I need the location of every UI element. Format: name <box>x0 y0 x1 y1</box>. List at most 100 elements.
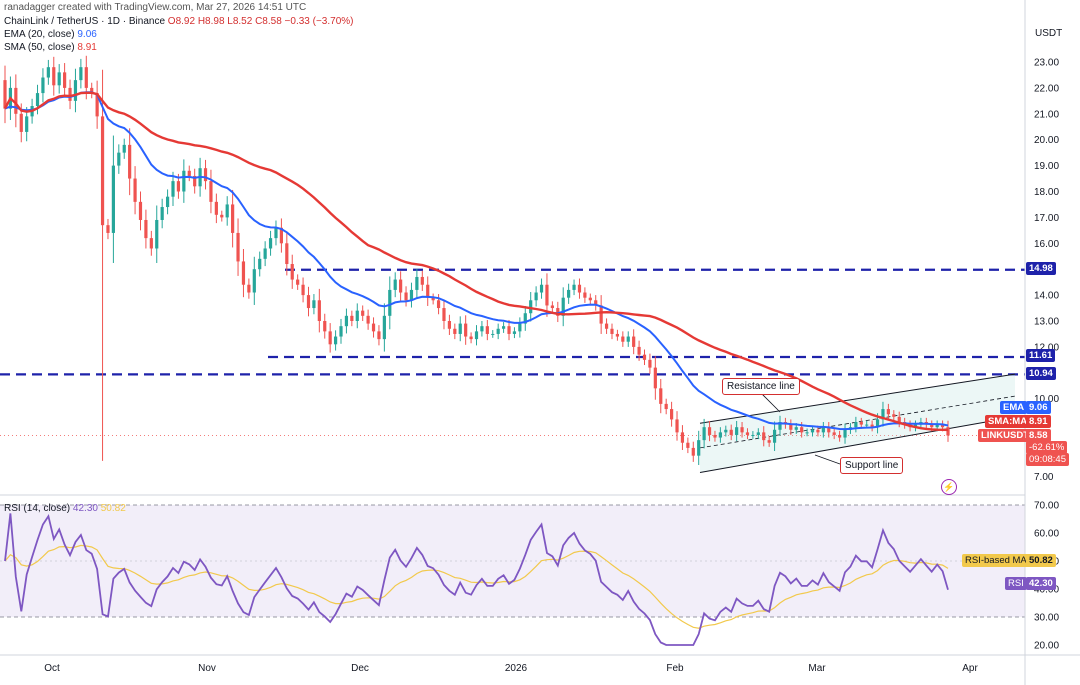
candle <box>751 434 755 436</box>
candle <box>95 93 99 117</box>
sma-value: 8.91 <box>77 42 97 53</box>
rsi-legend[interactable]: RSI (14, close) 42.30 50.82 <box>4 503 126 514</box>
candle <box>301 284 305 296</box>
rsi-tick-label: 30.00 <box>1034 613 1059 624</box>
candle <box>317 300 321 321</box>
ema-tag: EMA <box>1000 401 1028 414</box>
candle <box>827 427 831 433</box>
candle <box>133 178 137 202</box>
resistance-annotation: Resistance line <box>722 378 800 395</box>
candle <box>57 72 61 86</box>
candle <box>762 432 766 441</box>
candle <box>279 227 283 244</box>
rsi-tick-label: 60.00 <box>1034 529 1059 540</box>
ema-legend[interactable]: EMA (20, close) 9.06 <box>4 29 97 40</box>
candle <box>474 331 479 340</box>
candle <box>626 336 630 342</box>
candle <box>19 113 23 132</box>
candle <box>935 424 939 428</box>
candle <box>3 80 7 109</box>
candle <box>138 201 143 220</box>
symbol-tag-value: 8.58 <box>1026 429 1051 442</box>
candle <box>794 427 798 430</box>
ema-label: EMA (20, close) <box>4 29 75 40</box>
candle <box>810 429 815 433</box>
candle <box>561 297 565 316</box>
candle <box>843 429 847 438</box>
candle <box>480 326 484 332</box>
candle <box>258 258 262 270</box>
price-tick-label: 7.00 <box>1034 472 1054 483</box>
ema-tag-value: 9.06 <box>1026 401 1051 414</box>
candle <box>518 323 522 332</box>
candle <box>707 427 712 435</box>
candle <box>247 284 251 293</box>
candle <box>182 170 186 192</box>
rsi-value: 42.30 <box>72 503 98 514</box>
credit-text: ranadagger created with TradingView.com,… <box>4 2 307 13</box>
candle <box>865 424 869 426</box>
candle <box>875 419 880 428</box>
x-tick-label: Apr <box>962 663 978 674</box>
candle <box>388 289 392 316</box>
candle <box>838 434 842 438</box>
candle <box>886 409 890 415</box>
sma-legend[interactable]: SMA (50, close) 8.91 <box>4 42 97 53</box>
candle <box>854 422 858 428</box>
candle <box>670 409 674 420</box>
candle <box>193 175 197 187</box>
candle <box>859 422 863 425</box>
ema-value: 9.06 <box>77 29 97 40</box>
annotation-pointer <box>814 454 841 465</box>
symbol-tag: LINKUSDT <box>978 429 1033 442</box>
symbol-row: ChainLink / TetherUS · 1D · Binance O8.9… <box>4 16 353 27</box>
candle <box>664 403 668 410</box>
candle <box>155 219 159 249</box>
rsi-ma-value: 50.82 <box>100 503 126 514</box>
candle <box>577 284 582 293</box>
candle <box>117 152 121 166</box>
countdown-tag: 09:08:45 <box>1026 453 1069 466</box>
candle <box>431 297 435 301</box>
candle <box>789 424 793 430</box>
candle <box>881 409 885 420</box>
candle <box>84 67 88 88</box>
support-channel-line <box>699 416 1016 474</box>
candle <box>366 315 370 324</box>
candle <box>79 67 83 81</box>
x-tick-label: Mar <box>808 663 826 674</box>
candle <box>382 315 386 340</box>
price-tick-label: 20.00 <box>1034 135 1059 146</box>
candle <box>176 181 181 192</box>
candle <box>46 67 50 78</box>
candle <box>680 432 685 443</box>
channel-fill <box>700 374 1015 473</box>
sma-50-line <box>3 91 949 432</box>
candle <box>767 440 771 443</box>
price-tick-label: 12.00 <box>1034 342 1059 353</box>
rsi-tick-label: 20.00 <box>1034 641 1059 652</box>
price-tick-label: 10.00 <box>1034 394 1059 405</box>
candle <box>339 326 343 337</box>
candle <box>263 248 267 259</box>
price-tick-label: 19.00 <box>1034 161 1059 172</box>
candle <box>236 232 240 262</box>
x-tick-label: Oct <box>44 663 60 674</box>
candle <box>14 87 18 114</box>
candle <box>691 447 695 456</box>
candle <box>594 300 598 306</box>
sma-tag-value: 8.91 <box>1026 415 1051 428</box>
candle <box>772 429 777 443</box>
channel-median-line <box>699 395 1016 449</box>
sma-label: SMA (50, close) <box>4 42 75 53</box>
symbol-title: ChainLink / TetherUS · 1D · Binance <box>4 16 166 27</box>
candle <box>821 427 825 433</box>
candle <box>805 432 809 434</box>
candle <box>534 292 538 301</box>
rsi-ma-tag-value: 50.82 <box>1026 554 1056 567</box>
candle <box>567 289 571 298</box>
lightning-icon[interactable]: ⚡ <box>941 479 957 495</box>
rsi-label: RSI (14, close) <box>4 503 71 514</box>
candle <box>415 276 419 290</box>
